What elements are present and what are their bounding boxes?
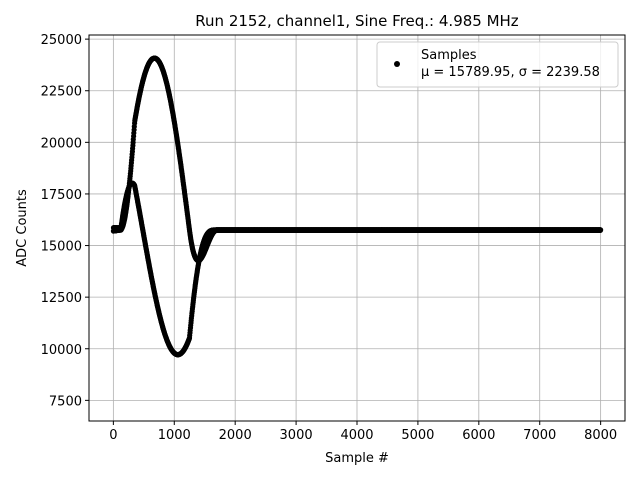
x-axis-label: Sample # [325, 451, 389, 466]
y-tick-label: 20000 [41, 136, 82, 151]
chart-title: Run 2152, channel1, Sine Freq.: 4.985 MH… [195, 12, 519, 30]
y-tick-label: 7500 [49, 394, 82, 409]
legend-series-name: Samples [421, 48, 477, 63]
y-axis-label: ADC Counts [15, 189, 30, 267]
x-tick-label: 8000 [584, 428, 617, 443]
x-tick-label: 3000 [280, 428, 313, 443]
data-points [110, 55, 604, 358]
y-tick-label: 17500 [41, 188, 82, 203]
x-tick-label: 6000 [462, 428, 495, 443]
x-tick-label: 4000 [340, 428, 373, 443]
y-tick-label: 15000 [41, 240, 82, 255]
x-tick-label: 0 [109, 428, 117, 443]
legend-series-stats: μ = 15789.95, σ = 2239.58 [421, 65, 600, 80]
y-axis-ticks: 7500 10000 12500 15000 17500 20000 22500 25000 [41, 33, 89, 409]
legend-box [376, 41, 619, 88]
x-tick-label: 2000 [219, 428, 252, 443]
y-tick-label: 10000 [41, 343, 82, 358]
y-tick-label: 25000 [41, 33, 82, 48]
legend: Samples μ = 15789.95, σ = 2239.58 [376, 41, 619, 88]
x-tick-label: 5000 [401, 428, 434, 443]
legend-marker [394, 61, 400, 67]
data-point [598, 227, 604, 233]
x-axis-ticks: 0 1000 2000 3000 4000 5000 6000 7000 8000 [109, 421, 617, 443]
x-tick-label: 1000 [158, 428, 191, 443]
x-tick-label: 7000 [523, 428, 556, 443]
y-tick-label: 22500 [41, 85, 82, 100]
y-tick-label: 12500 [41, 291, 82, 306]
